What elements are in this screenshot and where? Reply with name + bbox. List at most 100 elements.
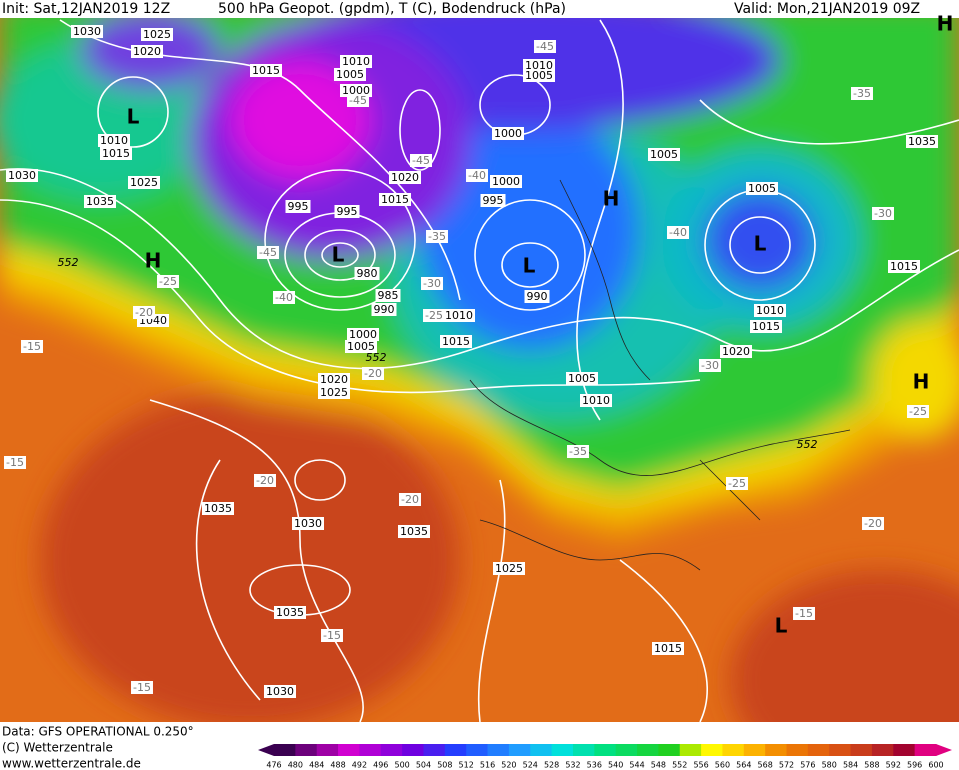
pressure-label: 1030 bbox=[73, 25, 101, 38]
colorbar-swatch bbox=[423, 744, 446, 756]
pressure-label: 1035 bbox=[204, 502, 232, 515]
colorbar-label: 540 bbox=[608, 761, 623, 770]
temperature-label-box bbox=[254, 474, 276, 487]
pressure-label-box bbox=[746, 182, 778, 195]
temperature-label-box bbox=[273, 291, 295, 304]
pressure-center: L bbox=[775, 614, 788, 638]
pressure-label-box bbox=[6, 169, 38, 182]
temperature-label: -35 bbox=[428, 230, 446, 243]
pressure-label-box bbox=[292, 517, 324, 530]
pressure-label: 995 bbox=[337, 205, 358, 218]
pressure-label: 1030 bbox=[8, 169, 36, 182]
colorbar-label: 556 bbox=[693, 761, 708, 770]
temperature-label-box bbox=[133, 306, 155, 319]
coastlines bbox=[469, 179, 851, 571]
pressure-label: 1025 bbox=[143, 28, 171, 41]
colorbar-swatch bbox=[594, 744, 617, 756]
pressure-label-box bbox=[523, 69, 555, 82]
colorbar-label: 476 bbox=[266, 761, 281, 770]
temperature-label-box bbox=[667, 226, 689, 239]
pressure-label: 1005 bbox=[748, 182, 776, 195]
temperature-label: -30 bbox=[701, 359, 719, 372]
colorbar-swatch bbox=[338, 744, 360, 756]
colorbar-label: 544 bbox=[629, 761, 644, 770]
pressure-label: 1000 bbox=[494, 127, 522, 140]
temperature-label: -20 bbox=[864, 517, 882, 530]
colorbar-right-tip bbox=[936, 744, 952, 756]
pressure-label-box bbox=[492, 127, 524, 140]
temperature-label: -20 bbox=[135, 306, 153, 319]
colorbar-label: 536 bbox=[587, 761, 602, 770]
pressure-label-box bbox=[318, 386, 350, 399]
temperature-label: -15 bbox=[795, 607, 813, 620]
temperature-label: -25 bbox=[159, 275, 177, 288]
pressure-label-box bbox=[754, 304, 786, 317]
temperature-label: -25 bbox=[909, 405, 927, 418]
temperature-label-box bbox=[131, 681, 153, 694]
pressure-center: L bbox=[523, 254, 536, 278]
pressure-label: 980 bbox=[357, 267, 378, 280]
pressure-label: 1025 bbox=[495, 562, 523, 575]
pressure-center: H bbox=[145, 249, 162, 273]
colorbar-swatch bbox=[316, 744, 339, 756]
pressure-label-box bbox=[480, 194, 506, 207]
colorbar-label: 564 bbox=[736, 761, 751, 770]
temperature-label-box bbox=[347, 94, 369, 107]
temperature-label-box bbox=[726, 477, 748, 490]
pressure-label-box bbox=[340, 84, 372, 97]
pressure-label: 1015 bbox=[102, 147, 130, 160]
pressure-label-box bbox=[566, 372, 598, 385]
pressure-label: 1035 bbox=[276, 606, 304, 619]
colorbar-label: 596 bbox=[907, 761, 922, 770]
pressure-label: 1010 bbox=[525, 59, 553, 72]
pressure-label-box bbox=[334, 205, 360, 218]
temperature-label: -40 bbox=[669, 226, 687, 239]
pressure-label-box bbox=[131, 45, 163, 58]
temperature-label-box bbox=[157, 275, 179, 288]
pressure-label-box bbox=[493, 562, 525, 575]
pressure-label-box bbox=[202, 502, 234, 515]
pressure-label-box bbox=[274, 606, 306, 619]
colorbar-label: 568 bbox=[758, 761, 773, 770]
pressure-label: 1005 bbox=[568, 372, 596, 385]
pressure-label: 1015 bbox=[252, 64, 280, 77]
pressure-label: 1020 bbox=[133, 45, 161, 58]
pressure-label-box bbox=[71, 25, 103, 38]
temperature-label: -35 bbox=[853, 87, 871, 100]
temperature-label: -15 bbox=[23, 340, 41, 353]
temperature-label: -30 bbox=[423, 277, 441, 290]
colorbar-swatch bbox=[359, 744, 382, 756]
pressure-label: 1015 bbox=[654, 642, 682, 655]
colorbar-label: 572 bbox=[779, 761, 794, 770]
temperature-label-box bbox=[851, 87, 873, 100]
height-552-label: 552 bbox=[58, 256, 79, 269]
temperature-label: -15 bbox=[6, 456, 24, 469]
pressure-label: 1005 bbox=[525, 69, 553, 82]
colorbar-swatch bbox=[722, 744, 745, 756]
colorbar-swatch bbox=[508, 744, 531, 756]
pressure-label: 1015 bbox=[752, 320, 780, 333]
temperature-label-box bbox=[399, 493, 421, 506]
temperature-label: -20 bbox=[401, 493, 419, 506]
pressure-label: 1015 bbox=[890, 260, 918, 273]
pressure-label-box bbox=[84, 195, 116, 208]
pressure-label-box bbox=[141, 28, 173, 41]
pressure-label: 1025 bbox=[320, 386, 348, 399]
pressure-label-box bbox=[490, 175, 522, 188]
temperature-label: -45 bbox=[412, 154, 430, 167]
colorbar-label: 496 bbox=[373, 761, 388, 770]
pressure-label: 1035 bbox=[86, 195, 114, 208]
pressure-label-box bbox=[250, 64, 282, 77]
pressure-label-box bbox=[398, 525, 430, 538]
colorbar-label: 480 bbox=[288, 761, 303, 770]
temperature-label: -45 bbox=[536, 40, 554, 53]
height-552-label: 552 bbox=[797, 438, 818, 451]
pressure-label: 1030 bbox=[294, 517, 322, 530]
colorbar-swatch bbox=[743, 744, 766, 756]
temperature-label-box bbox=[21, 340, 43, 353]
colorbar-label: 584 bbox=[843, 761, 858, 770]
colorbar-label: 512 bbox=[459, 761, 474, 770]
colorbar-swatch bbox=[295, 744, 318, 756]
temperature-label-box bbox=[534, 40, 556, 53]
pressure-label-box bbox=[379, 193, 411, 206]
